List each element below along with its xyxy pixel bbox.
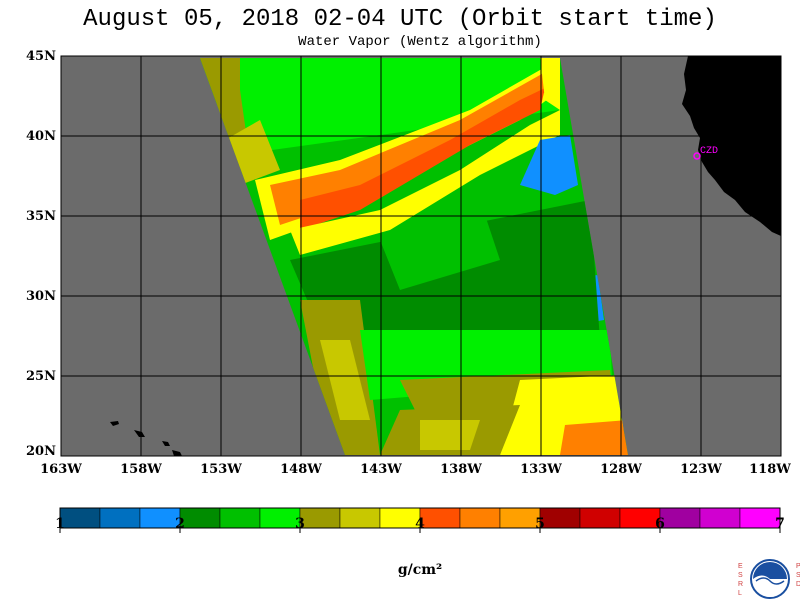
lat-label: 20N	[26, 444, 56, 459]
lon-label: 153W	[200, 462, 242, 477]
north-america-land	[682, 56, 781, 236]
colorbar	[59, 507, 781, 533]
lon-label: 148W	[280, 462, 322, 477]
colorbar-swatch	[339, 507, 381, 529]
colorbar-swatch	[99, 507, 141, 529]
graticule	[60, 55, 782, 457]
lon-label: 118W	[749, 462, 791, 477]
lon-label: 133W	[520, 462, 562, 477]
lon-label: 128W	[600, 462, 642, 477]
lon-label: 138W	[440, 462, 482, 477]
colorbar-tick-label: 5	[535, 516, 545, 532]
colorbar-tick-label: 6	[655, 516, 665, 532]
colorbar-tick-label: 4	[415, 516, 425, 532]
station-marker	[693, 152, 701, 160]
colorbar-swatch	[219, 507, 261, 529]
lon-label: 143W	[360, 462, 402, 477]
colorbar-tick-label: 3	[295, 516, 305, 532]
colorbar-swatch	[459, 507, 501, 529]
colorbar-tick-label: 1	[55, 516, 65, 532]
colorbar-unit: g/cm²	[397, 562, 443, 578]
lon-label: 123W	[680, 462, 722, 477]
colorbar-tick-label: 2	[175, 516, 185, 532]
lat-label: 45N	[26, 49, 56, 64]
map-subtitle: Water Vapor (Wentz algorithm)	[298, 34, 542, 50]
lat-label: 30N	[26, 289, 56, 304]
lat-label: 25N	[26, 369, 56, 384]
colorbar-tick-label: 7	[775, 516, 785, 532]
lat-label: 35N	[26, 209, 56, 224]
colorbar-swatch	[579, 507, 621, 529]
hawaii-islands	[110, 421, 182, 456]
lat-label: 40N	[26, 129, 56, 144]
map-title: August 05, 2018 02-04 UTC (Orbit start t…	[83, 6, 717, 33]
lon-label: 163W	[40, 462, 82, 477]
noaa-seal-icon	[750, 559, 790, 599]
lon-label: 158W	[120, 462, 162, 477]
station-label: CZD	[700, 146, 719, 157]
colorbar-swatch	[699, 507, 741, 529]
